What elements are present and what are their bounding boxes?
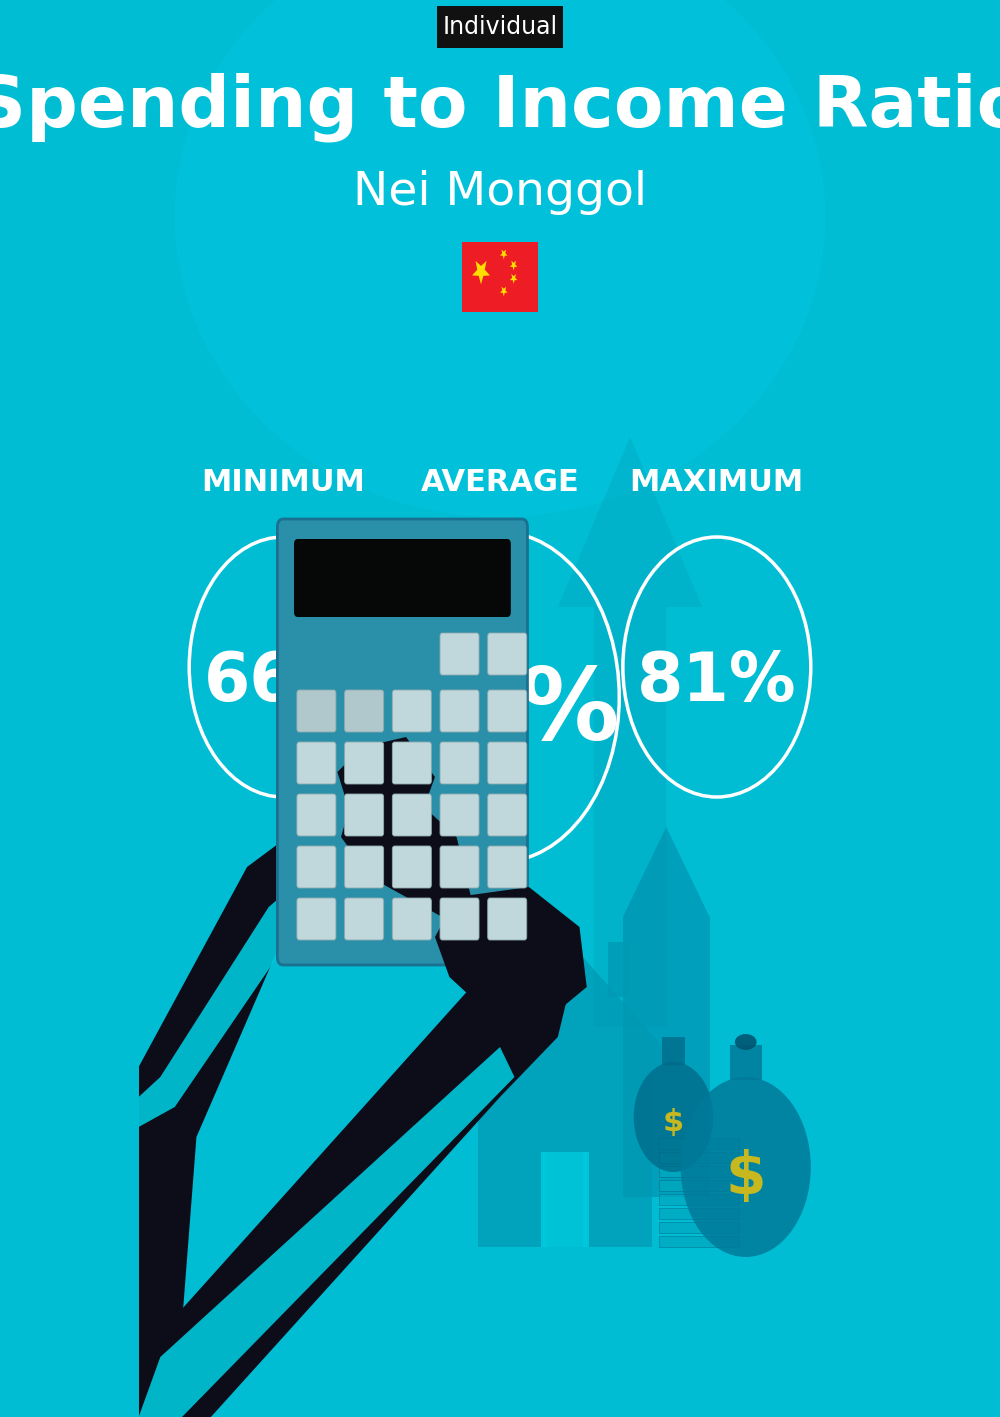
FancyBboxPatch shape xyxy=(345,898,384,939)
Bar xyxy=(659,1166,739,1178)
FancyBboxPatch shape xyxy=(392,690,431,733)
Polygon shape xyxy=(139,1047,514,1417)
Polygon shape xyxy=(500,249,508,259)
FancyBboxPatch shape xyxy=(440,794,479,836)
Bar xyxy=(462,242,538,312)
Bar xyxy=(541,1152,547,1247)
FancyBboxPatch shape xyxy=(440,846,479,888)
Bar xyxy=(659,1180,739,1192)
FancyBboxPatch shape xyxy=(440,633,479,674)
Text: $: $ xyxy=(725,1149,766,1206)
FancyBboxPatch shape xyxy=(392,794,431,836)
Bar xyxy=(659,1195,739,1204)
FancyBboxPatch shape xyxy=(488,633,527,674)
Bar xyxy=(437,6,563,48)
Polygon shape xyxy=(510,273,517,283)
Bar xyxy=(659,1138,739,1149)
Polygon shape xyxy=(623,828,710,917)
Polygon shape xyxy=(472,261,490,285)
FancyBboxPatch shape xyxy=(297,794,336,836)
FancyBboxPatch shape xyxy=(345,743,384,784)
Bar xyxy=(662,1037,685,1066)
FancyBboxPatch shape xyxy=(440,743,479,784)
Polygon shape xyxy=(435,887,587,1017)
FancyBboxPatch shape xyxy=(488,898,527,939)
Text: $: $ xyxy=(663,1108,684,1136)
Text: 66%: 66% xyxy=(203,649,363,716)
Bar xyxy=(608,942,629,998)
FancyBboxPatch shape xyxy=(392,898,431,939)
FancyBboxPatch shape xyxy=(488,846,527,888)
FancyBboxPatch shape xyxy=(392,743,431,784)
FancyBboxPatch shape xyxy=(488,743,527,784)
FancyBboxPatch shape xyxy=(345,794,384,836)
Ellipse shape xyxy=(175,0,825,517)
FancyBboxPatch shape xyxy=(297,846,336,888)
FancyBboxPatch shape xyxy=(345,846,384,888)
FancyBboxPatch shape xyxy=(297,898,336,939)
Bar xyxy=(659,1236,739,1247)
Text: 73%: 73% xyxy=(380,663,620,761)
Polygon shape xyxy=(139,857,341,1127)
Polygon shape xyxy=(337,737,435,828)
FancyBboxPatch shape xyxy=(294,538,511,616)
Bar xyxy=(543,1152,587,1247)
Bar xyxy=(659,1221,739,1233)
Text: Spending to Income Ratio: Spending to Income Ratio xyxy=(0,72,1000,142)
Text: MAXIMUM: MAXIMUM xyxy=(630,468,804,496)
Polygon shape xyxy=(410,547,533,956)
Polygon shape xyxy=(139,947,572,1417)
Polygon shape xyxy=(449,937,681,1067)
Text: AVERAGE: AVERAGE xyxy=(421,468,579,496)
Polygon shape xyxy=(341,786,471,917)
FancyBboxPatch shape xyxy=(392,846,431,888)
FancyBboxPatch shape xyxy=(297,690,336,733)
Circle shape xyxy=(634,1061,713,1172)
Text: Nei Monggol: Nei Monggol xyxy=(353,170,647,214)
Polygon shape xyxy=(139,796,370,1417)
Polygon shape xyxy=(510,261,517,271)
Polygon shape xyxy=(558,436,702,1027)
Polygon shape xyxy=(500,286,508,296)
FancyBboxPatch shape xyxy=(488,794,527,836)
FancyBboxPatch shape xyxy=(440,898,479,939)
Bar xyxy=(478,1067,652,1247)
Text: 81%: 81% xyxy=(637,649,797,716)
Bar xyxy=(730,1044,762,1080)
Text: MINIMUM: MINIMUM xyxy=(201,468,365,496)
Bar xyxy=(623,917,710,1197)
FancyBboxPatch shape xyxy=(440,690,479,733)
Text: Individual: Individual xyxy=(442,16,558,40)
FancyBboxPatch shape xyxy=(345,690,384,733)
FancyBboxPatch shape xyxy=(297,743,336,784)
FancyBboxPatch shape xyxy=(277,519,527,965)
Bar xyxy=(583,1152,589,1247)
Bar xyxy=(659,1152,739,1163)
FancyBboxPatch shape xyxy=(488,690,527,733)
Ellipse shape xyxy=(735,1034,757,1050)
Bar xyxy=(659,1209,739,1219)
Circle shape xyxy=(681,1077,811,1257)
